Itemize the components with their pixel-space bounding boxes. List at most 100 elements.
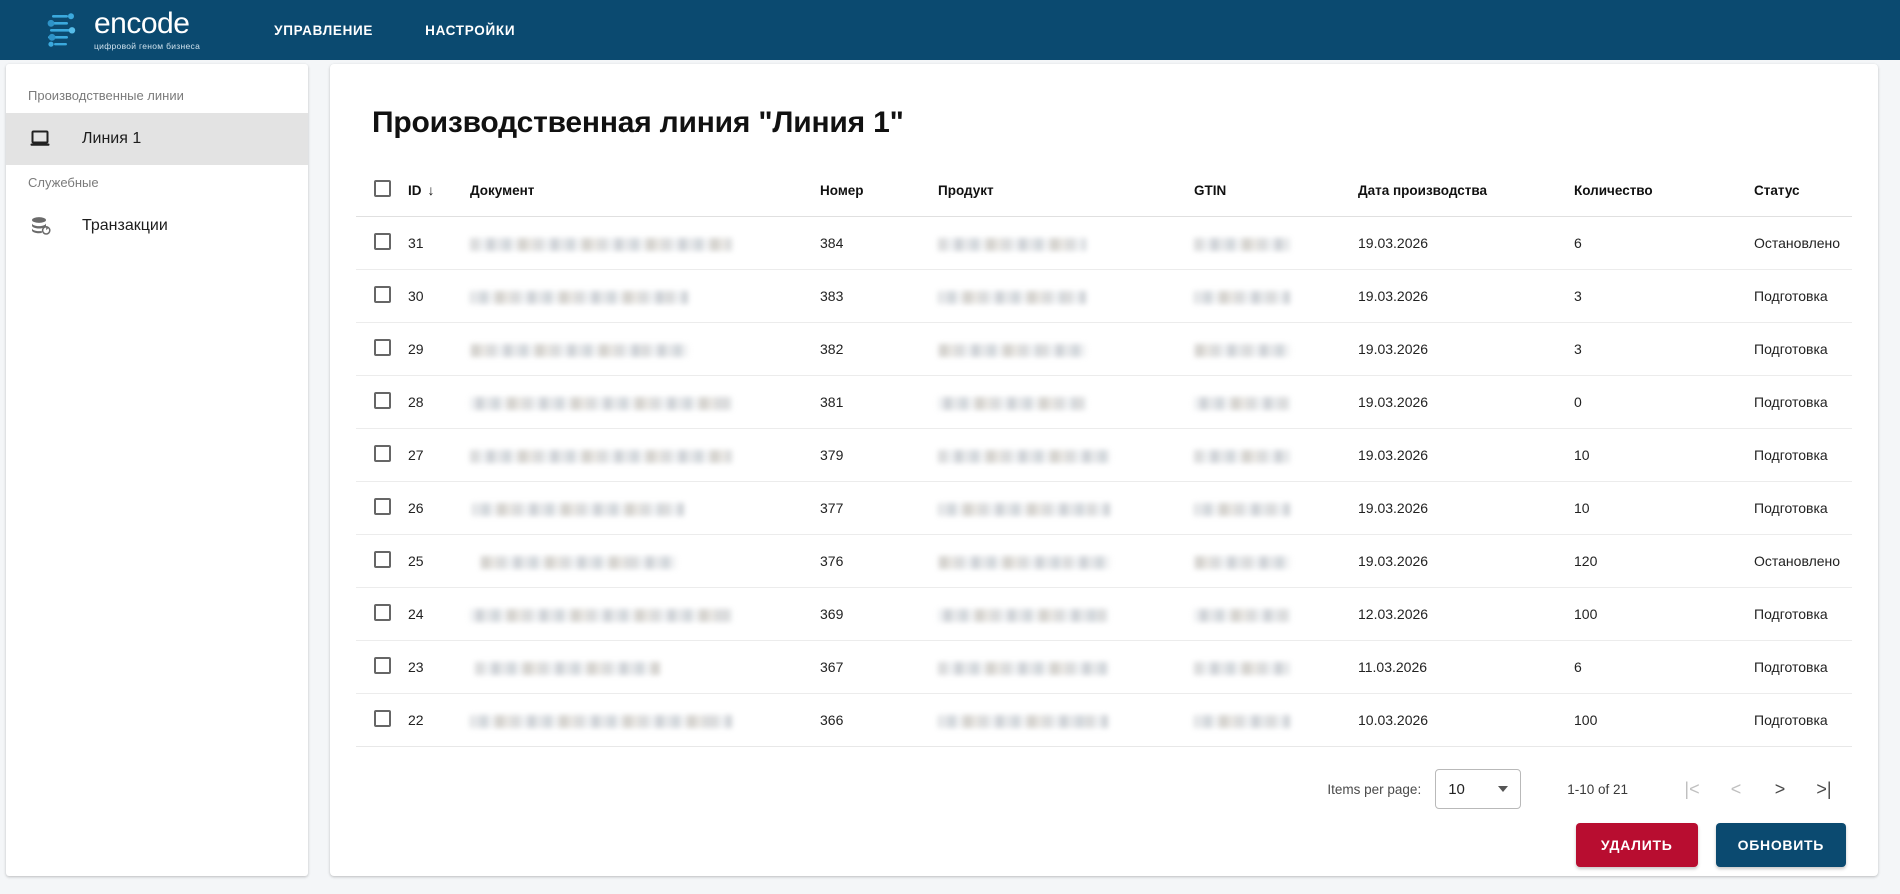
cell-status: Подготовка bbox=[1754, 640, 1852, 694]
cell-number: 369 bbox=[820, 587, 938, 641]
cell-product bbox=[938, 269, 1194, 323]
row-checkbox[interactable] bbox=[374, 551, 391, 568]
redacted-document-text bbox=[470, 237, 732, 251]
brand-logo[interactable]: encode цифровой геном бизнеса bbox=[42, 9, 200, 51]
redacted-product-text bbox=[938, 555, 1110, 569]
column-header-quantity[interactable]: Количество bbox=[1574, 168, 1754, 217]
cell-id: 23 bbox=[408, 640, 470, 694]
redacted-document-text bbox=[470, 290, 688, 304]
column-header-gtin[interactable]: GTIN bbox=[1194, 168, 1358, 217]
row-checkbox[interactable] bbox=[374, 657, 391, 674]
table-row[interactable]: 27 379 19.03.2026 10 Подготовка bbox=[356, 428, 1852, 482]
table-row[interactable]: 29 382 19.03.2026 3 Подготовка bbox=[356, 322, 1852, 376]
redacted-product-text bbox=[938, 502, 1110, 516]
action-buttons: УДАЛИТЬ ОБНОВИТЬ bbox=[356, 809, 1852, 893]
cell-id: 27 bbox=[408, 428, 470, 482]
next-page-button[interactable]: > bbox=[1758, 769, 1802, 809]
row-checkbox[interactable] bbox=[374, 604, 391, 621]
cell-document bbox=[470, 693, 820, 747]
redacted-document-text bbox=[472, 502, 684, 516]
cell-status: Подготовка bbox=[1754, 481, 1852, 535]
cell-status: Подготовка bbox=[1754, 322, 1852, 376]
table-row[interactable]: 22 366 10.03.2026 100 Подготовка bbox=[356, 693, 1852, 747]
column-header-id[interactable]: ID ↓ bbox=[408, 168, 470, 217]
cell-production-date: 19.03.2026 bbox=[1358, 375, 1574, 429]
sidebar-item-label: Транзакции bbox=[82, 217, 168, 234]
redacted-gtin-text bbox=[1194, 449, 1290, 463]
row-checkbox[interactable] bbox=[374, 392, 391, 409]
redacted-gtin-text bbox=[1194, 714, 1290, 728]
select-all-checkbox[interactable] bbox=[374, 180, 391, 197]
table-row[interactable]: 31 384 19.03.2026 6 Остановлено bbox=[356, 216, 1852, 270]
cell-document bbox=[470, 481, 820, 535]
cell-quantity: 6 bbox=[1574, 216, 1754, 270]
redacted-document-text bbox=[470, 714, 732, 728]
redacted-product-text bbox=[938, 237, 1086, 251]
first-page-button[interactable]: |< bbox=[1670, 769, 1714, 809]
cell-gtin bbox=[1194, 322, 1358, 376]
cell-document bbox=[470, 587, 820, 641]
table-row[interactable]: 26 377 19.03.2026 10 Подготовка bbox=[356, 481, 1852, 535]
row-checkbox[interactable] bbox=[374, 498, 391, 515]
row-checkbox[interactable] bbox=[374, 339, 391, 356]
sidebar-item-liniya-1[interactable]: Линия 1 bbox=[6, 113, 308, 165]
column-header-number[interactable]: Номер bbox=[820, 168, 938, 217]
previous-page-button[interactable]: < bbox=[1714, 769, 1758, 809]
column-header-product[interactable]: Продукт bbox=[938, 168, 1194, 217]
redacted-gtin-text bbox=[1194, 502, 1290, 516]
cell-product bbox=[938, 587, 1194, 641]
cell-document bbox=[470, 428, 820, 482]
production-line-table: ID ↓ Документ Номер Продукт GTIN Дата про… bbox=[356, 168, 1852, 747]
redacted-document-text bbox=[475, 661, 660, 675]
cell-document bbox=[470, 216, 820, 270]
cell-quantity: 10 bbox=[1574, 481, 1754, 535]
table-row[interactable]: 30 383 19.03.2026 3 Подготовка bbox=[356, 269, 1852, 323]
last-page-button[interactable]: >| bbox=[1802, 769, 1846, 809]
redacted-product-text bbox=[938, 396, 1086, 410]
table-row[interactable]: 28 381 19.03.2026 0 Подготовка bbox=[356, 375, 1852, 429]
cell-status: Подготовка bbox=[1754, 428, 1852, 482]
redacted-product-text bbox=[938, 343, 1086, 357]
table-row[interactable]: 24 369 12.03.2026 100 Подготовка bbox=[356, 587, 1852, 641]
items-per-page-select[interactable]: 10 bbox=[1435, 769, 1522, 809]
sidebar-item-transactions[interactable]: Транзакции bbox=[6, 200, 308, 252]
cell-production-date: 19.03.2026 bbox=[1358, 322, 1574, 376]
sidebar: Производственные линии Линия 1 Служебные bbox=[6, 64, 308, 876]
column-header-prod-date[interactable]: Дата производства bbox=[1358, 168, 1574, 217]
row-checkbox-cell bbox=[356, 216, 408, 270]
cell-document bbox=[470, 640, 820, 694]
nav-link-management[interactable]: УПРАВЛЕНИЕ bbox=[274, 22, 374, 38]
delete-button[interactable]: УДАЛИТЬ bbox=[1575, 823, 1698, 867]
row-checkbox-cell bbox=[356, 322, 408, 376]
cell-status: Подготовка bbox=[1754, 375, 1852, 429]
cell-production-date: 11.03.2026 bbox=[1358, 640, 1574, 694]
row-checkbox[interactable] bbox=[374, 233, 391, 250]
cell-number: 381 bbox=[820, 375, 938, 429]
cell-gtin bbox=[1194, 534, 1358, 588]
column-header-document[interactable]: Документ bbox=[470, 168, 820, 217]
cell-quantity: 100 bbox=[1574, 587, 1754, 641]
sidebar-section-production-lines: Производственные линии bbox=[28, 88, 184, 103]
row-checkbox[interactable] bbox=[374, 286, 391, 303]
row-checkbox-cell bbox=[356, 375, 408, 429]
row-checkbox-cell bbox=[356, 640, 408, 694]
cell-product bbox=[938, 481, 1194, 535]
cell-product bbox=[938, 375, 1194, 429]
redacted-product-text bbox=[938, 608, 1108, 622]
redacted-document-text bbox=[470, 396, 732, 410]
cell-production-date: 10.03.2026 bbox=[1358, 693, 1574, 747]
table-row[interactable]: 25 376 19.03.2026 120 Остановлено bbox=[356, 534, 1852, 588]
column-header-status[interactable]: Статус bbox=[1754, 168, 1852, 217]
cell-product bbox=[938, 693, 1194, 747]
sidebar-section-service: Служебные bbox=[28, 175, 99, 190]
row-checkbox[interactable] bbox=[374, 710, 391, 727]
nav-links: УПРАВЛЕНИЕ НАСТРОЙКИ bbox=[274, 23, 515, 38]
cell-status: Подготовка bbox=[1754, 587, 1852, 641]
cell-product bbox=[938, 322, 1194, 376]
table-row[interactable]: 23 367 11.03.2026 6 Подготовка bbox=[356, 640, 1852, 694]
column-header-select-all bbox=[356, 168, 408, 217]
refresh-button[interactable]: ОБНОВИТЬ bbox=[1715, 823, 1846, 867]
page-range-label: 1-10 of 21 bbox=[1567, 781, 1628, 797]
nav-link-settings[interactable]: НАСТРОЙКИ bbox=[425, 22, 516, 38]
row-checkbox[interactable] bbox=[374, 445, 391, 462]
